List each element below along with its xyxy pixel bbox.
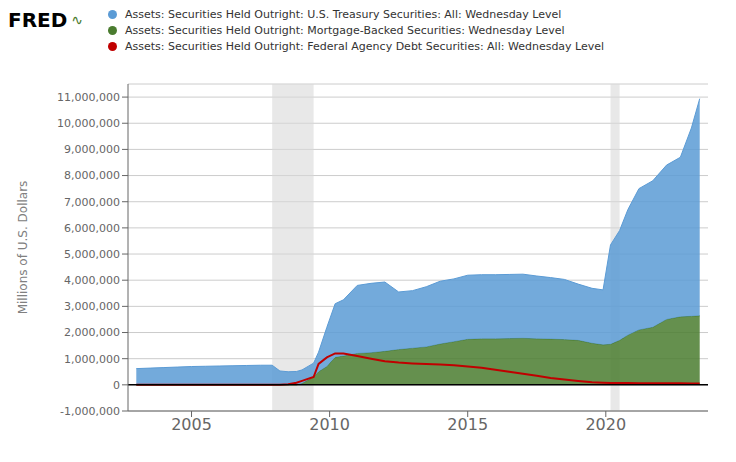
svg-text:2015: 2015 [447, 415, 488, 434]
svg-text:3,000,000: 3,000,000 [64, 300, 120, 313]
svg-text:6,000,000: 6,000,000 [64, 222, 120, 235]
svg-text:9,000,000: 9,000,000 [64, 143, 120, 156]
svg-text:2020: 2020 [585, 415, 626, 434]
svg-text:-1,000,000: -1,000,000 [60, 405, 120, 418]
html-text:Assets: Securities Held Outrig: Assets: Securities Held Outright: U.S. T… [125, 8, 562, 21]
svg-text:8,000,000: 8,000,000 [64, 169, 120, 182]
svg-text:7,000,000: 7,000,000 [64, 196, 120, 209]
svg-text:11,000,000: 11,000,000 [57, 91, 120, 104]
svg-text:2005: 2005 [171, 415, 212, 434]
svg-text:5,000,000: 5,000,000 [64, 248, 120, 261]
html-text:FRED∿: FRED∿ [8, 8, 84, 32]
svg-text:2,000,000: 2,000,000 [64, 326, 120, 339]
svg-text:2010: 2010 [309, 415, 350, 434]
svg-text:4,000,000: 4,000,000 [64, 274, 120, 287]
html-text:Assets: Securities Held Outrig: Assets: Securities Held Outright: Mortga… [125, 24, 565, 37]
svg-text:Millions of U.S. Dollars: Millions of U.S. Dollars [16, 181, 30, 315]
html-text:Assets: Securities Held Outrig: Assets: Securities Held Outright: Federa… [125, 40, 605, 53]
svg-text:0: 0 [113, 379, 120, 392]
svg-text:1,000,000: 1,000,000 [64, 353, 120, 366]
svg-text:10,000,000: 10,000,000 [57, 117, 120, 130]
